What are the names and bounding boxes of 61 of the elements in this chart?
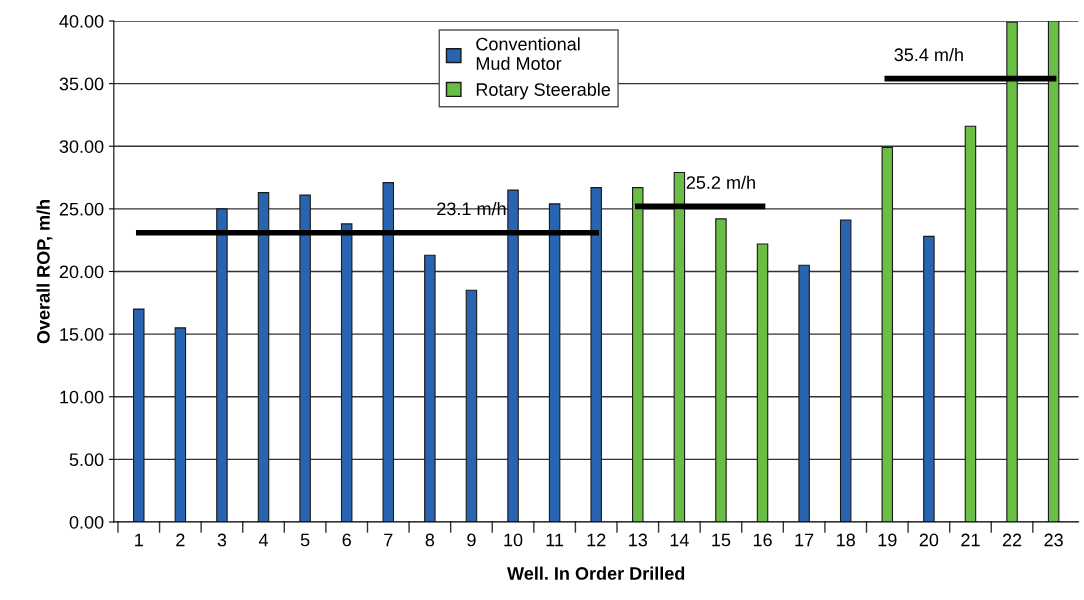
y-tick-label: 40.00 — [59, 14, 104, 28]
bar — [507, 189, 519, 522]
bar — [424, 254, 436, 522]
legend-label: Conventional Mud Motor — [476, 37, 580, 70]
x-tick-label: 2 — [176, 533, 185, 547]
x-tick-label: 7 — [384, 533, 393, 547]
x-tick-label: 23 — [1044, 533, 1063, 547]
x-tick-label: 14 — [670, 533, 689, 547]
y-tick-label: 25.00 — [59, 202, 104, 216]
bar — [548, 203, 561, 522]
x-tick-label: 13 — [629, 533, 648, 547]
bar — [798, 264, 810, 522]
bar — [382, 182, 395, 522]
x-tick-label: 9 — [467, 533, 476, 547]
x-tick-label: 17 — [795, 533, 814, 547]
bar — [590, 187, 602, 522]
bar — [1006, 21, 1018, 522]
x-tick-label: 20 — [919, 533, 939, 547]
x-tick-label: 15 — [712, 533, 731, 547]
y-tick-label: 5.00 — [69, 453, 104, 467]
bar — [715, 218, 727, 522]
y-tick-label: 0.00 — [69, 515, 104, 529]
bar — [1047, 21, 1060, 522]
x-tick-label: 5 — [300, 533, 310, 547]
x-tick-label: 16 — [753, 533, 772, 547]
y-axis-title: Overall ROP, m/h — [36, 200, 53, 344]
x-tick-label: 18 — [837, 533, 855, 547]
x-tick-label: 21 — [961, 533, 980, 547]
bar — [340, 223, 353, 522]
y-tick-label: 30.00 — [59, 140, 104, 153]
legend-label: Rotary Steerable — [476, 82, 611, 100]
x-tick-label: 11 — [546, 533, 564, 547]
bar — [133, 308, 145, 522]
y-tick-label: 15.00 — [60, 328, 104, 341]
bar — [923, 235, 935, 522]
x-axis-title: Well. In Order Drilled — [507, 566, 685, 580]
x-tick-label: 1 — [135, 533, 143, 547]
bar — [216, 208, 228, 522]
x-tick-label: 3 — [217, 533, 227, 547]
annotation: 25.2 m/h — [686, 175, 755, 189]
y-tick-label: 35.00 — [59, 77, 104, 91]
x-tick-label: 6 — [342, 533, 351, 547]
x-tick-label: 22 — [1002, 533, 1022, 547]
y-tick-label: 20.00 — [59, 265, 104, 279]
x-tick-label: 10 — [504, 533, 523, 547]
bar — [673, 171, 686, 522]
bar — [257, 192, 270, 522]
x-tick-label: 19 — [878, 533, 897, 547]
bar — [756, 243, 769, 522]
bar — [881, 146, 894, 522]
x-tick-label: 12 — [587, 533, 606, 547]
bar — [839, 219, 852, 522]
annotation: 35.4 m/h — [894, 47, 963, 62]
y-tick-label: 10.00 — [60, 390, 104, 404]
bar — [632, 187, 644, 522]
bar — [174, 327, 187, 522]
bar — [299, 194, 311, 522]
x-tick-label: 8 — [425, 533, 435, 547]
x-tick-label: 4 — [258, 533, 269, 547]
bar — [964, 125, 977, 522]
bar — [465, 289, 478, 522]
